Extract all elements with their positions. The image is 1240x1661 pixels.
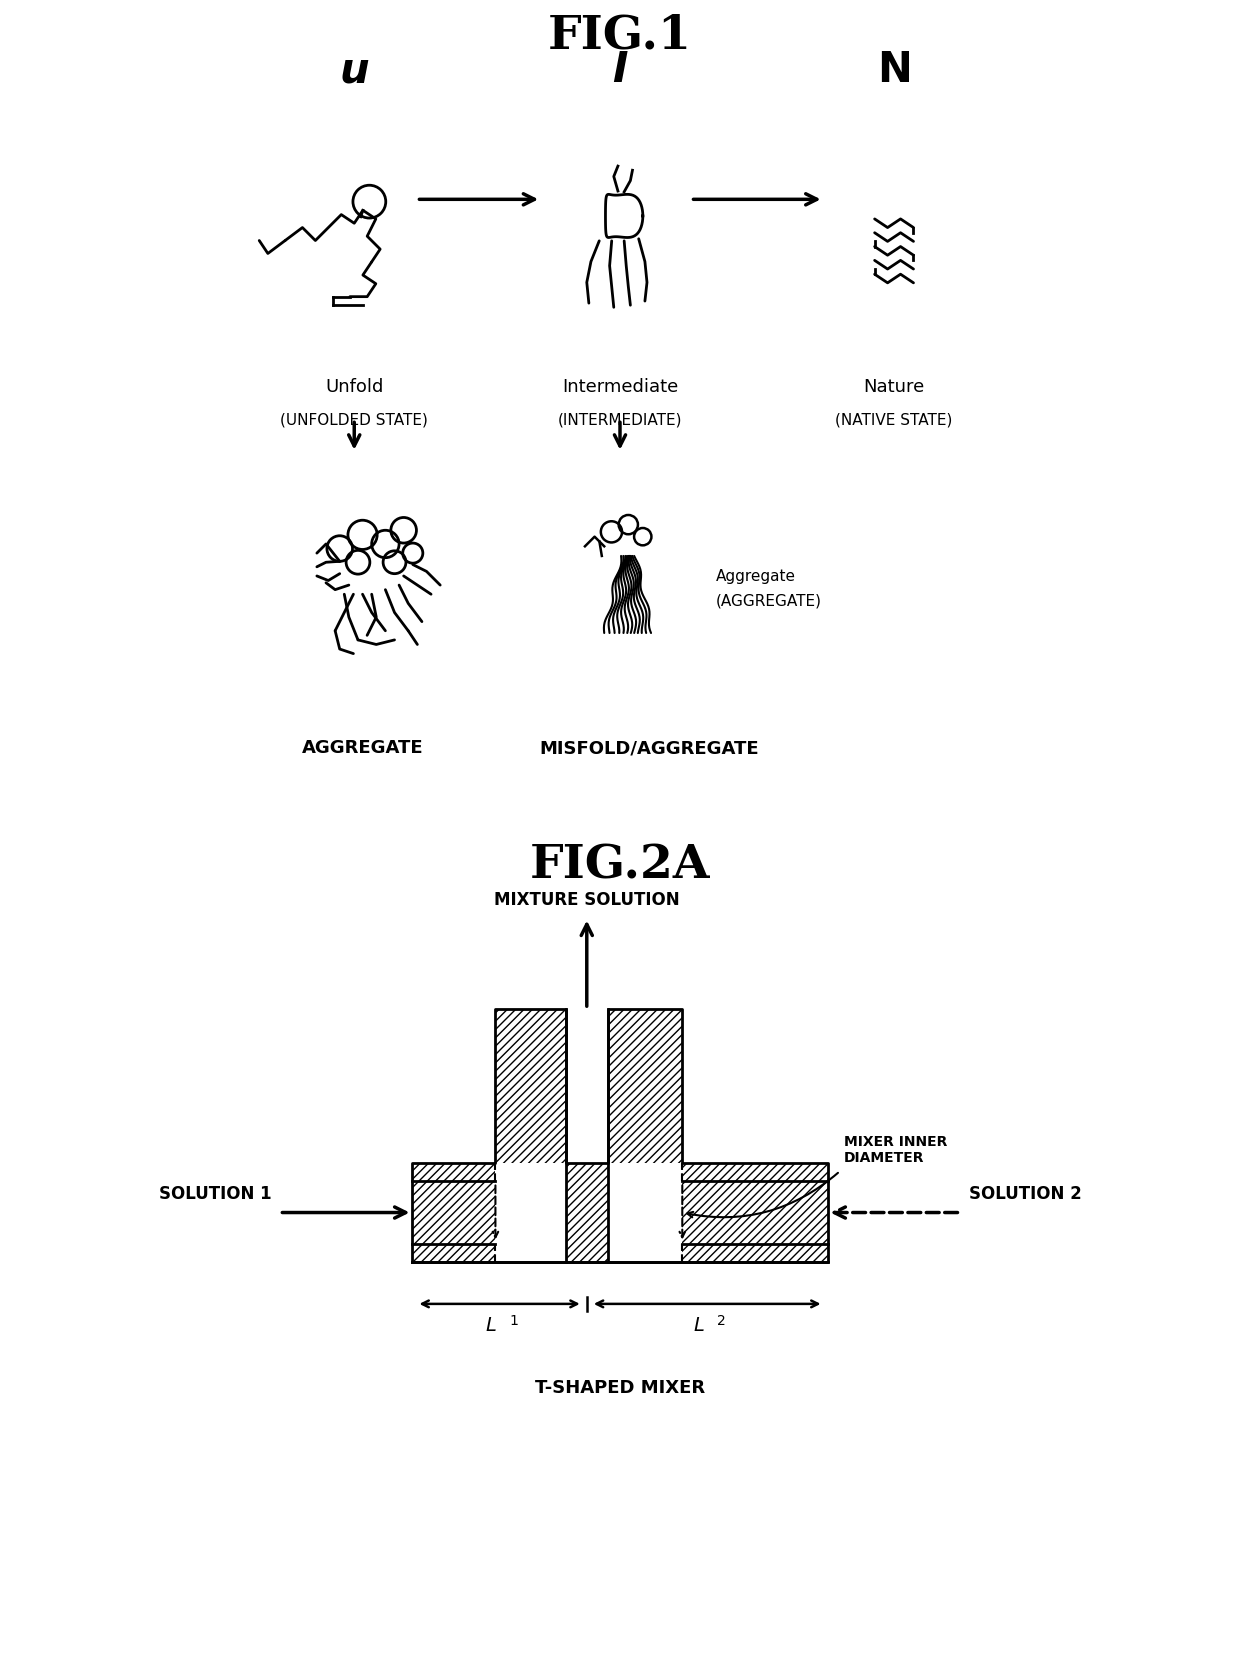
Text: MISFOLD/AGGREGATE: MISFOLD/AGGREGATE [539,739,759,757]
Bar [496,1008,565,1163]
Text: L: L [693,1316,704,1335]
Text: T-SHAPED MIXER: T-SHAPED MIXER [534,1379,706,1397]
Bar [682,1163,827,1262]
Text: FIG.2A: FIG.2A [529,842,711,889]
Text: (INTERMEDIATE): (INTERMEDIATE) [558,412,682,429]
Text: SOLUTION 2: SOLUTION 2 [968,1184,1081,1203]
Text: Intermediate: Intermediate [562,379,678,395]
Text: Aggregate: Aggregate [715,568,796,585]
Bar [608,1008,682,1163]
Text: 1: 1 [510,1314,518,1327]
Text: 2: 2 [717,1314,725,1327]
Text: (NATIVE STATE): (NATIVE STATE) [836,412,952,429]
Text: MIXER INNER
DIAMETER: MIXER INNER DIAMETER [844,1134,947,1166]
Text: AGGREGATE: AGGREGATE [301,739,423,757]
Text: SOLUTION 1: SOLUTION 1 [159,1184,272,1203]
Text: I: I [613,50,627,91]
Text: N: N [877,50,911,91]
Bar [565,1163,608,1262]
Text: MIXTURE SOLUTION: MIXTURE SOLUTION [494,892,680,910]
Text: FIG.1: FIG.1 [548,12,692,58]
Text: u: u [340,50,370,91]
Text: (UNFOLDED STATE): (UNFOLDED STATE) [280,412,428,429]
Bar [413,1163,496,1262]
Text: (AGGREGATE): (AGGREGATE) [715,593,822,610]
Text: L: L [486,1316,497,1335]
Text: Unfold: Unfold [325,379,383,395]
Text: Nature: Nature [863,379,925,395]
